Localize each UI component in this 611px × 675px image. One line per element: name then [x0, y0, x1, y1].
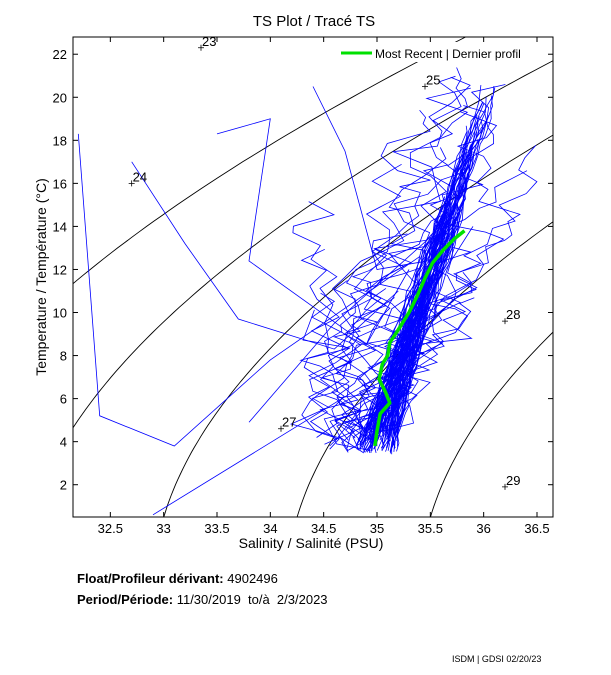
float-info: Float/Profileur dérivant: 4902496	[77, 571, 278, 586]
density-contour-24	[73, 60, 553, 429]
chart-title: TS Plot / Tracé TS	[253, 13, 375, 30]
profile-line	[307, 292, 362, 447]
profile-line	[365, 165, 470, 453]
profile-line	[301, 196, 446, 450]
y-tick-label: 2	[60, 478, 67, 493]
y-tick-label: 8	[60, 349, 67, 364]
y-tick-label: 18	[53, 133, 67, 148]
profile-line	[309, 280, 380, 430]
density-contour-28	[556, 11, 611, 549]
x-axis: 32.5 33 33.5 34 34.5 35 35.5 36 36.5	[98, 37, 550, 536]
profile-line	[316, 163, 402, 438]
profile-line	[248, 236, 431, 423]
contour-label-29: 29	[506, 473, 520, 488]
profile-line	[339, 110, 431, 453]
contour-label-24: 24	[133, 169, 147, 184]
x-tick-label: 35.5	[418, 521, 443, 536]
y-tick-label: 6	[60, 392, 67, 407]
profile-line	[152, 226, 474, 516]
y-axis-label: Temperature / Température (°C)	[33, 178, 49, 376]
x-tick-label: 34.5	[311, 521, 336, 536]
contour-label-27: 27	[282, 415, 296, 430]
period-value: 11/30/2019 to/à 2/3/2023	[176, 592, 328, 607]
x-tick-label: 36	[476, 521, 490, 536]
profile-line	[360, 209, 455, 442]
x-tick-label: 33	[156, 521, 170, 536]
profile-line	[216, 118, 410, 346]
y-tick-label: 22	[53, 47, 67, 62]
contour-label-marker	[198, 44, 204, 51]
x-axis-label: Salinity / Salinité (PSU)	[239, 535, 384, 551]
profile-line	[77, 133, 420, 447]
legend-label: Most Recent | Dernier profil	[375, 47, 521, 61]
period-info: Period/Période: 11/30/2019 to/à 2/3/2023	[77, 592, 328, 607]
float-label: Float/Profileur dérivant:	[77, 571, 224, 586]
contour-label-marker	[502, 318, 508, 325]
profile-line	[371, 168, 459, 443]
contour-labels: 23 24 25 27 28 29	[128, 34, 520, 490]
profile-line	[396, 146, 471, 432]
profile-line	[329, 288, 387, 451]
profile-line	[302, 309, 362, 437]
x-tick-label: 32.5	[98, 521, 123, 536]
contour-label-marker	[502, 483, 508, 490]
contour-label-marker	[278, 425, 284, 432]
contour-label-marker	[128, 180, 135, 187]
profile-line	[391, 334, 419, 443]
density-contour-25	[163, 134, 553, 517]
period-label: Period/Période:	[77, 592, 174, 607]
contour-label-23: 23	[202, 34, 216, 49]
profile-line	[372, 149, 472, 433]
contour-label-28: 28	[506, 307, 520, 322]
float-value: 4902496	[227, 571, 278, 586]
y-tick-label: 10	[53, 306, 67, 321]
profile-lines	[77, 67, 538, 516]
profile-line	[319, 76, 471, 452]
x-tick-label: 34	[263, 521, 277, 536]
density-contour-23	[73, 37, 467, 285]
contour-label-marker	[422, 83, 428, 90]
y-tick-label: 20	[53, 90, 67, 105]
footer-credit: ISDM | GDSI 02/20/23	[452, 654, 542, 664]
plot-frame	[72, 36, 554, 518]
profile-line	[382, 202, 457, 431]
profile-line	[367, 67, 521, 454]
profile-line	[300, 248, 371, 451]
y-tick-label: 4	[60, 435, 67, 450]
density-contour-27	[430, 331, 553, 517]
density-contour-26	[296, 221, 553, 517]
legend: Most Recent | Dernier profil	[336, 42, 546, 62]
x-tick-label: 33.5	[204, 521, 229, 536]
y-tick-label: 12	[53, 262, 67, 277]
density-contours	[73, 11, 611, 549]
x-tick-label: 35	[370, 521, 384, 536]
contour-label-25: 25	[426, 73, 440, 88]
most-recent-profile	[373, 229, 466, 447]
profile-line	[131, 161, 399, 350]
x-tick-label: 36.5	[524, 521, 549, 536]
most-recent-line	[373, 229, 466, 447]
profile-line	[366, 217, 451, 443]
y-tick-label: 16	[53, 176, 67, 191]
profile-line	[396, 195, 462, 447]
y-tick-label: 14	[53, 219, 67, 234]
profile-line	[369, 193, 457, 443]
profile-line	[312, 86, 442, 270]
profile-line	[356, 147, 447, 439]
